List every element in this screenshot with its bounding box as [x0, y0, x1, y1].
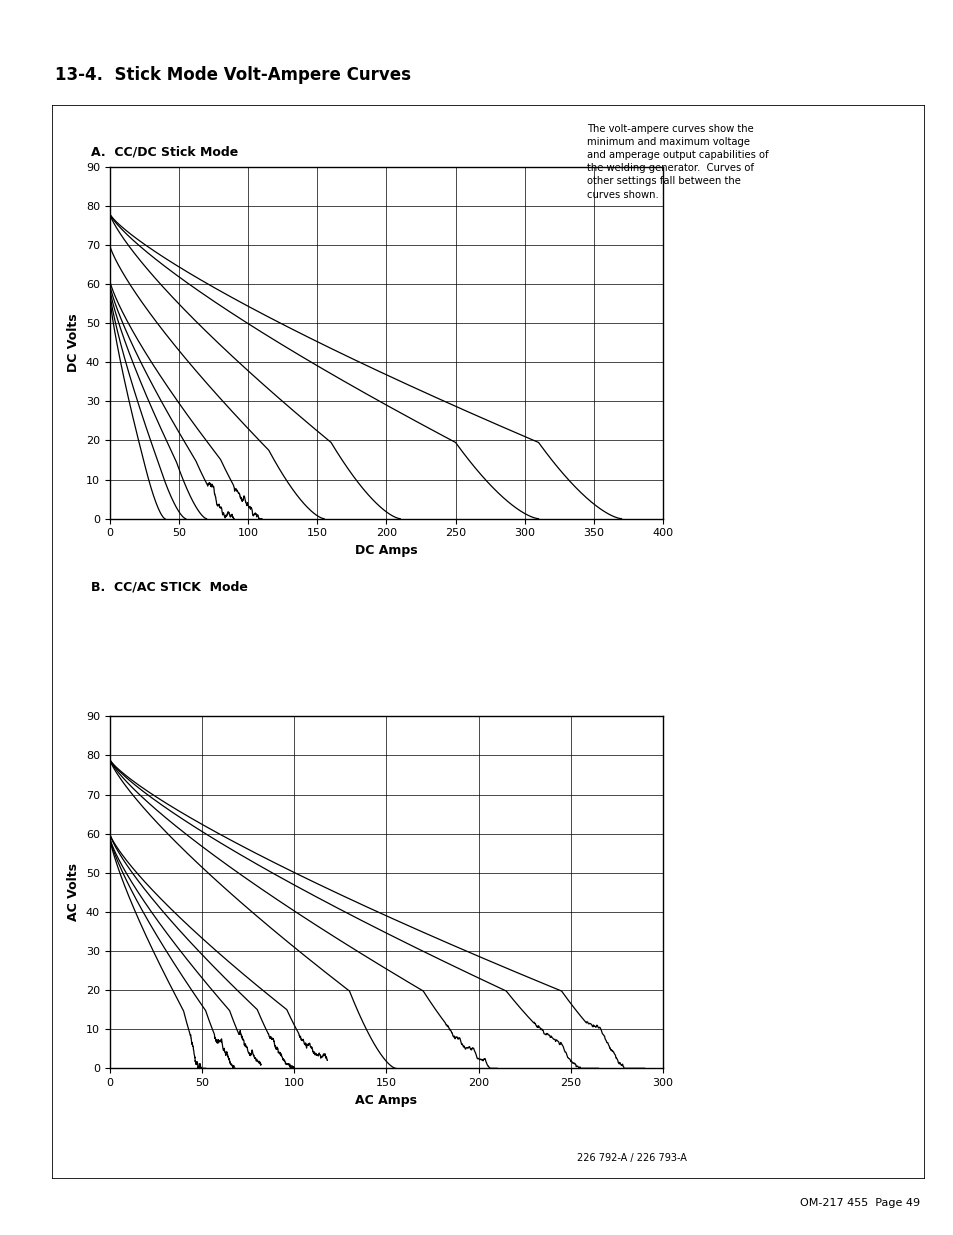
Y-axis label: AC Volts: AC Volts [68, 863, 80, 921]
Text: A.  CC/DC Stick Mode: A. CC/DC Stick Mode [91, 146, 237, 159]
X-axis label: AC Amps: AC Amps [355, 1093, 416, 1107]
Text: 226 792-A / 226 793-A: 226 792-A / 226 793-A [577, 1153, 686, 1163]
Text: OM-217 455  Page 49: OM-217 455 Page 49 [800, 1198, 920, 1208]
Text: The volt-ampere curves show the
minimum and maximum voltage
and amperage output : The volt-ampere curves show the minimum … [586, 124, 767, 200]
Text: B.  CC/AC STICK  Mode: B. CC/AC STICK Mode [91, 580, 247, 594]
Y-axis label: DC Volts: DC Volts [68, 314, 80, 372]
X-axis label: DC Amps: DC Amps [355, 543, 417, 557]
Text: 13-4.  Stick Mode Volt-Ampere Curves: 13-4. Stick Mode Volt-Ampere Curves [55, 65, 411, 84]
